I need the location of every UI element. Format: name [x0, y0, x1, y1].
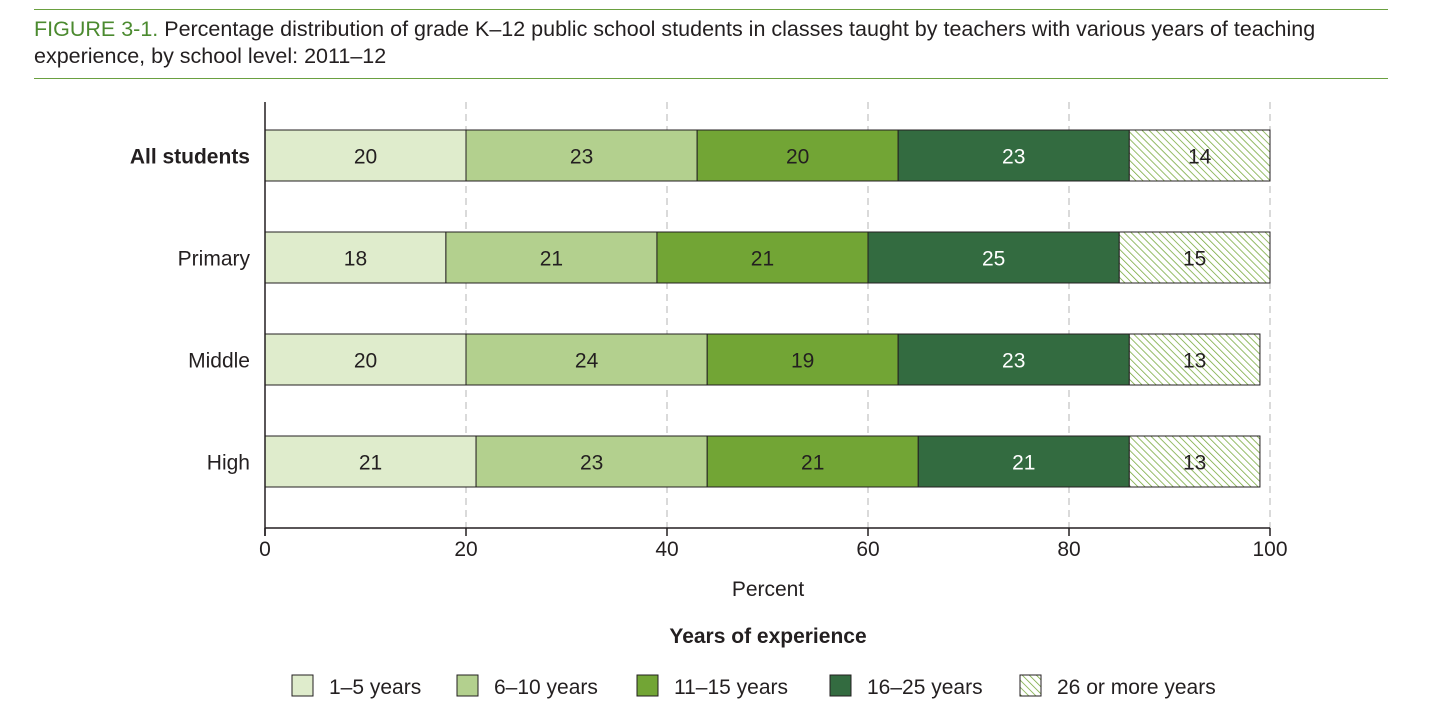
bar-segment: [1128, 435, 1261, 488]
bar-segment: [706, 435, 919, 488]
x-axis-label: Percent: [732, 578, 805, 601]
data-label: 21: [359, 452, 382, 475]
data-label: 20: [786, 146, 809, 169]
legend-label: 26 or more years: [1057, 676, 1216, 699]
x-tick-label: 0: [259, 538, 271, 561]
bar-segment: [1118, 231, 1271, 284]
legend-title: Years of experience: [669, 625, 866, 648]
legend-label: 1–5 years: [329, 676, 421, 699]
x-tick-label: 100: [1252, 538, 1287, 561]
data-label: 23: [1002, 350, 1025, 373]
x-tick-label: 80: [1057, 538, 1080, 561]
bar-segment: [706, 333, 899, 386]
figure-label: FIGURE 3-1.: [34, 17, 159, 41]
legend: 1–5 years 6–10 years 11–15 years 16–25 year…: [291, 674, 1216, 699]
bar-segment: [475, 435, 708, 488]
data-label: 20: [354, 146, 377, 169]
data-label: 25: [982, 248, 1005, 271]
category-label: High: [207, 452, 250, 475]
title-rule-top: [34, 9, 1388, 10]
legend-swatch: [456, 674, 479, 697]
bar-segment: [264, 333, 467, 386]
data-label: 14: [1188, 146, 1212, 169]
legend-swatch: [636, 674, 659, 697]
bar-segment: [1128, 129, 1271, 182]
category-labels: All students Primary Middle High: [130, 146, 251, 475]
legend-label: 11–15 years: [674, 676, 788, 699]
bar-segment: [465, 333, 708, 386]
bars: 20 23 20 23 14 18 21 21 25 15 20 24 19 23 13 21 23 21 21 13: [264, 129, 1271, 488]
figure-title-text: Percentage distribution of grade K–12 pu…: [34, 17, 1316, 68]
x-tick-label: 40: [655, 538, 678, 561]
data-label: 23: [580, 452, 603, 475]
figure-title: FIGURE 3-1. Percentage distribution of g…: [34, 16, 1388, 70]
bar-segment: [264, 435, 477, 488]
category-label: Middle: [188, 350, 250, 373]
bar-segment: [264, 129, 467, 182]
x-tick-label: 60: [856, 538, 879, 561]
legend-swatch: [291, 674, 314, 697]
data-label: 15: [1183, 248, 1206, 271]
category-label: Primary: [178, 248, 251, 271]
legend-label: 6–10 years: [494, 676, 598, 699]
data-label: 19: [791, 350, 814, 373]
data-label: 13: [1183, 350, 1206, 373]
title-rule-bottom: [34, 78, 1388, 79]
data-label: 21: [801, 452, 824, 475]
x-tick-label: 20: [454, 538, 477, 561]
data-label: 21: [1012, 452, 1035, 475]
legend-swatch: [829, 674, 852, 697]
data-label: 24: [575, 350, 599, 373]
bar-segment: [1128, 333, 1261, 386]
data-label: 21: [751, 248, 774, 271]
category-label: All students: [130, 146, 250, 169]
data-label: 20: [354, 350, 377, 373]
bar-segment: [656, 231, 869, 284]
bar-segment: [696, 129, 899, 182]
data-label: 13: [1183, 452, 1206, 475]
x-axis: 0 20 40 60 80 100: [259, 102, 1288, 561]
data-label: 23: [570, 146, 593, 169]
data-label: 21: [540, 248, 563, 271]
bar-segment: [897, 333, 1130, 386]
bar-segment: [897, 129, 1130, 182]
data-label: 23: [1002, 146, 1025, 169]
legend-label: 16–25 years: [867, 676, 983, 699]
bar-segment: [465, 129, 698, 182]
legend-swatch: [1019, 674, 1042, 697]
bar-segment: [917, 435, 1130, 488]
data-label: 18: [344, 248, 367, 271]
